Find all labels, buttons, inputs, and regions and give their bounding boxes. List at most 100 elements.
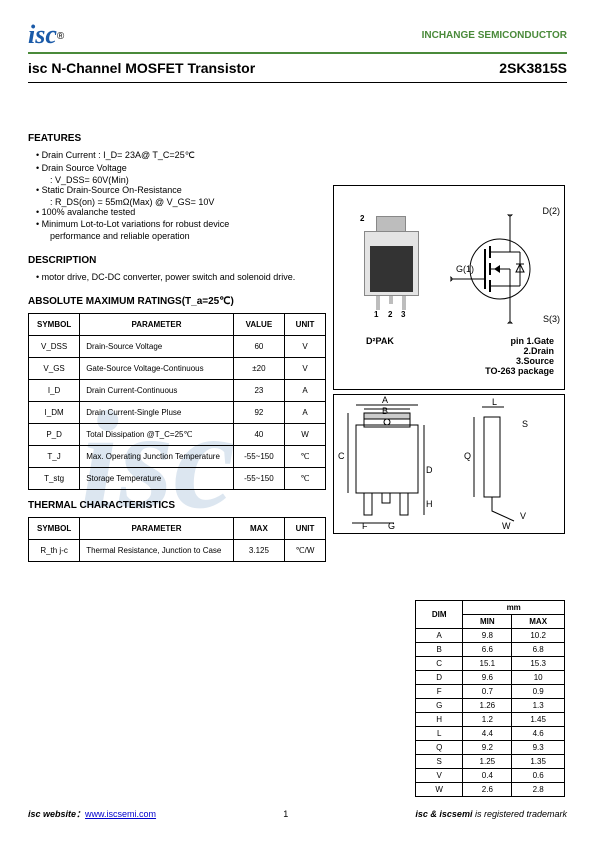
trademark-bold: isc & iscsemi	[415, 809, 472, 819]
table-row: L4.44.6	[416, 727, 565, 741]
pin-icon	[389, 296, 393, 304]
cell-sym: I_D	[29, 380, 80, 402]
cell: 1.2	[463, 713, 512, 727]
feature-indent: : R_DS(on) = 55mΩ(Max) @ V_GS= 10V	[36, 197, 328, 207]
features-heading: FEATURES	[28, 133, 328, 144]
col-unit: UNIT	[285, 518, 326, 540]
cell-unit: V	[285, 358, 326, 380]
col-value: VALUE	[233, 314, 284, 336]
table-row: I_DMDrain Current-Single Pluse92A	[29, 402, 326, 424]
dimension-table: DIM mm MIN MAX A9.810.2 B6.66.8 C15.115.…	[415, 600, 565, 797]
description-list: motor drive, DC-DC converter, power swit…	[28, 272, 328, 282]
pin1-label: 1	[374, 310, 378, 319]
cell: 9.8	[463, 629, 512, 643]
table-row: T_JMax. Operating Junction Temperature-5…	[29, 446, 326, 468]
col-mm: mm	[463, 601, 565, 615]
cell: 10.2	[512, 629, 565, 643]
cell-unit: ℃	[285, 446, 326, 468]
pin-legend-2: 2.Drain	[485, 346, 554, 356]
cell: W	[416, 783, 463, 797]
absmax-heading: ABSOLUTE MAXIMUM RATINGS(T_a=25℃)	[28, 296, 328, 307]
logo: isc®	[28, 20, 64, 50]
package-diagram-box: 2 1 2 3 D²PAK D	[333, 185, 565, 390]
table-row: V_GSGate-Source Voltage-Continuous±20V	[29, 358, 326, 380]
description-heading: DESCRIPTION	[28, 255, 328, 266]
dim-letter: A	[382, 395, 388, 405]
description-text: motor drive, DC-DC converter, power swit…	[36, 272, 328, 282]
logo-reg: ®	[57, 31, 64, 42]
dim-letter: W	[502, 521, 511, 531]
col-max: MAX	[233, 518, 284, 540]
cell: 0.6	[512, 769, 565, 783]
cell: H	[416, 713, 463, 727]
cell: 1.3	[512, 699, 565, 713]
cell: 10	[512, 671, 565, 685]
package-panel: 2 1 2 3 D²PAK D	[333, 185, 565, 534]
cell: S	[416, 755, 463, 769]
cell-sym: P_D	[29, 424, 80, 446]
table-row: S1.251.35	[416, 755, 565, 769]
feature-item: 100% avalanche tested	[36, 207, 328, 217]
package-name: D²PAK	[366, 336, 394, 346]
cell-val: ±20	[233, 358, 284, 380]
cell-param: Max. Operating Junction Temperature	[80, 446, 234, 468]
cell-sym: I_DM	[29, 402, 80, 424]
dim-letter: L	[492, 397, 497, 407]
table-header-row: SYMBOL PARAMETER MAX UNIT	[29, 518, 326, 540]
col-min: MIN	[463, 615, 512, 629]
cell: 4.4	[463, 727, 512, 741]
dim-letter: S	[522, 419, 528, 429]
logo-text: isc	[28, 20, 57, 49]
cell-sym: T_stg	[29, 468, 80, 490]
cell: 0.9	[512, 685, 565, 699]
cell: 6.8	[512, 643, 565, 657]
drain-label: D(2)	[543, 206, 561, 216]
table-header-row: SYMBOL PARAMETER VALUE UNIT	[29, 314, 326, 336]
table-header-row: DIM mm	[416, 601, 565, 615]
cell-param: Total Dissipation @T_C=25℃	[80, 424, 234, 446]
cell: 0.7	[463, 685, 512, 699]
col-symbol: SYMBOL	[29, 314, 80, 336]
table-row: D9.610	[416, 671, 565, 685]
dimension-drawing-icon	[334, 395, 564, 533]
pin-icon	[376, 296, 380, 310]
cell: V	[416, 769, 463, 783]
cell-sym: T_J	[29, 446, 80, 468]
dim-letter: G	[388, 521, 395, 531]
cell: 1.26	[463, 699, 512, 713]
cell-val: 40	[233, 424, 284, 446]
cell: 1.25	[463, 755, 512, 769]
cell-sym: V_DSS	[29, 336, 80, 358]
cell-param: Drain Current-Continuous	[80, 380, 234, 402]
col-parameter: PARAMETER	[80, 314, 234, 336]
footer-right: isc & iscsemi is registered trademark	[415, 809, 567, 819]
chip-mold-icon	[370, 246, 413, 292]
thermal-table: SYMBOL PARAMETER MAX UNIT R_th j-cTherma…	[28, 517, 326, 562]
cell-unit: ℃	[285, 468, 326, 490]
table-row: R_th j-cThermal Resistance, Junction to …	[29, 540, 326, 562]
feature-indent: performance and reliable operation	[36, 231, 328, 241]
pin-legend: pin 1.Gate 2.Drain 3.Source TO-263 packa…	[485, 336, 554, 376]
table-row: I_DDrain Current-Continuous23A	[29, 380, 326, 402]
header: isc® INCHANGE SEMICONDUCTOR	[28, 20, 567, 54]
product-title: isc N-Channel MOSFET Transistor	[28, 60, 255, 76]
source-label: S(3)	[543, 314, 560, 324]
cell: 9.3	[512, 741, 565, 755]
cell: B	[416, 643, 463, 657]
table-row: P_DTotal Dissipation @T_C=25℃40W	[29, 424, 326, 446]
cell-val: 3.125	[233, 540, 284, 562]
site-link[interactable]: www.iscsemi.com	[85, 809, 156, 819]
cell: A	[416, 629, 463, 643]
cell-sym: R_th j-c	[29, 540, 80, 562]
table-row: F0.70.9	[416, 685, 565, 699]
cell-sym: V_GS	[29, 358, 80, 380]
pin2-label: 2	[388, 310, 392, 319]
cell: 4.6	[512, 727, 565, 741]
feature-item: Drain Current : I_D= 23A@ T_C=25℃	[36, 150, 328, 161]
cell: C	[416, 657, 463, 671]
table-row: W2.62.8	[416, 783, 565, 797]
cell: 1.35	[512, 755, 565, 769]
left-column: FEATURES Drain Current : I_D= 23A@ T_C=2…	[28, 133, 328, 562]
dim-letter: C	[338, 451, 345, 461]
cell-unit: A	[285, 402, 326, 424]
